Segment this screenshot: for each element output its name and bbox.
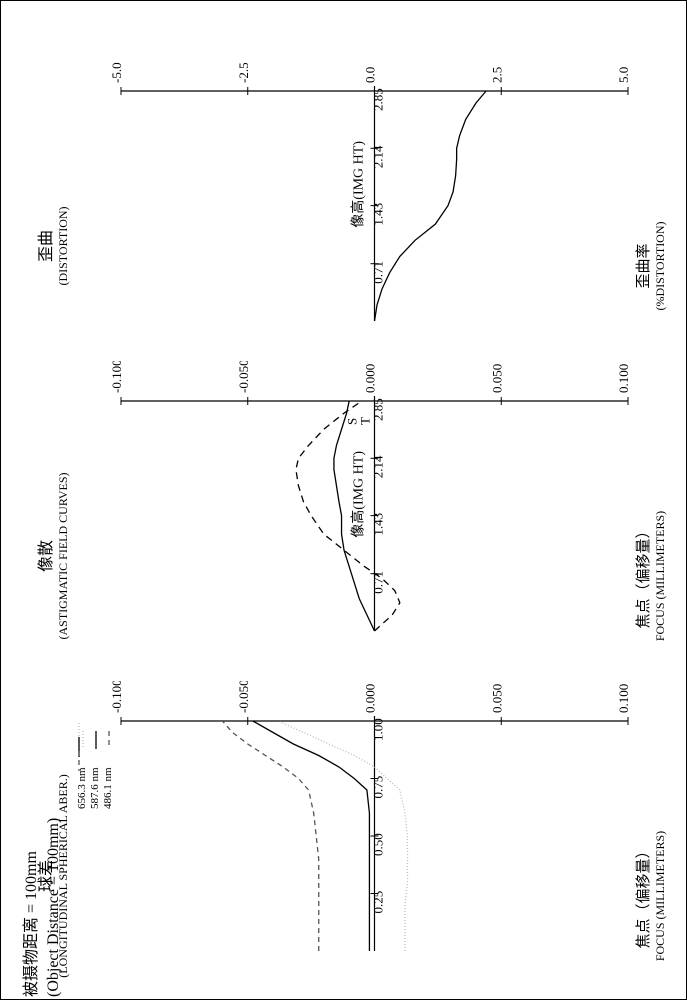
legend-label: 587.6 nm (89, 767, 101, 809)
x-axis-label-en: FOCUS (MILLIMETERS) (653, 511, 667, 641)
chart-title-en: (DISTORTION) (56, 206, 70, 285)
x-tick-label: 0.000 (363, 364, 378, 393)
y-tick-label: 2.85 (371, 88, 386, 111)
y-tick-label: 0.75 (371, 776, 386, 799)
x-axis-label-en: (%DISTORTION) (653, 221, 667, 310)
x-tick-label: 0.100 (616, 684, 631, 713)
y-tick-label: 0.71 (371, 571, 386, 594)
x-tick-label: -0.050 (236, 681, 251, 713)
series-label-t: T (358, 417, 373, 425)
y-tick-label: 2.85 (371, 398, 386, 421)
x-axis-label-cn: 歪曲率 (635, 243, 652, 288)
x-tick-label: -0.100 (109, 681, 124, 713)
x-axis-label-cn: 焦点（偏移量） (635, 843, 652, 948)
y-tick-label: 0.71 (371, 261, 386, 284)
series-line (222, 721, 318, 951)
x-tick-label: -5.0 (109, 62, 124, 83)
y-tick-label: 1.00 (371, 718, 386, 741)
legend-label: 486.1 nm (102, 767, 114, 809)
y-tick-label: 1.43 (371, 203, 386, 226)
chart-title-cn: 歪曲 (37, 230, 55, 262)
chart-title-cn: 像散 (37, 540, 55, 572)
x-tick-label: 2.5 (489, 67, 504, 83)
y-tick-label: 2.14 (371, 145, 386, 168)
series-line (278, 721, 407, 951)
x-tick-label: -2.5 (236, 62, 251, 83)
y-axis-label: 像高(IMG HT) (350, 451, 367, 538)
chart-title-en: (ASTIGMATIC FIELD CURVES) (56, 472, 70, 639)
series-line (375, 91, 487, 321)
series-line (253, 721, 370, 951)
chart-title-cn: 球差 (37, 860, 55, 892)
chart-astigmatic: -0.100 -0.050 0.000 0.050 0.100 0.71 1.43 2.14 2… (21, 361, 666, 661)
chart-title-en: (LONGITUDINAL SPHERICAL ABER.) (56, 774, 70, 977)
page: 被摄物距离 = 100mm (Object Distance = 100mm) … (0, 0, 687, 1000)
chart-spherical: -0.100 -0.050 0.000 0.050 0.100 0.25 0.50 0.75 1… (21, 681, 666, 981)
y-tick-label: 0.50 (371, 833, 386, 856)
x-axis-label-cn: 焦点（偏移量） (635, 523, 652, 628)
x-tick-label: -0.050 (236, 361, 251, 393)
x-tick-label: -0.100 (109, 361, 124, 393)
x-axis-label-en: FOCUS (MILLIMETERS) (653, 831, 667, 961)
x-tick-label: 0.0 (363, 67, 378, 83)
y-axis-label: 像高(IMG HT) (350, 141, 367, 228)
chart-distortion: -5.0 -2.5 0.0 2.5 5.0 0.71 1.43 2.14 2.85 歪曲(DIST… (21, 51, 666, 351)
y-tick-label: 0.25 (371, 891, 386, 914)
x-tick-label: 5.0 (616, 67, 631, 83)
x-tick-label: 0.000 (363, 684, 378, 713)
y-tick-label: 1.43 (371, 513, 386, 536)
x-tick-label: 0.100 (616, 364, 631, 393)
legend-label: 656.3 nm (76, 767, 88, 809)
x-tick-label: 0.050 (489, 684, 504, 713)
y-tick-label: 2.14 (371, 455, 386, 478)
x-tick-label: 0.050 (489, 364, 504, 393)
